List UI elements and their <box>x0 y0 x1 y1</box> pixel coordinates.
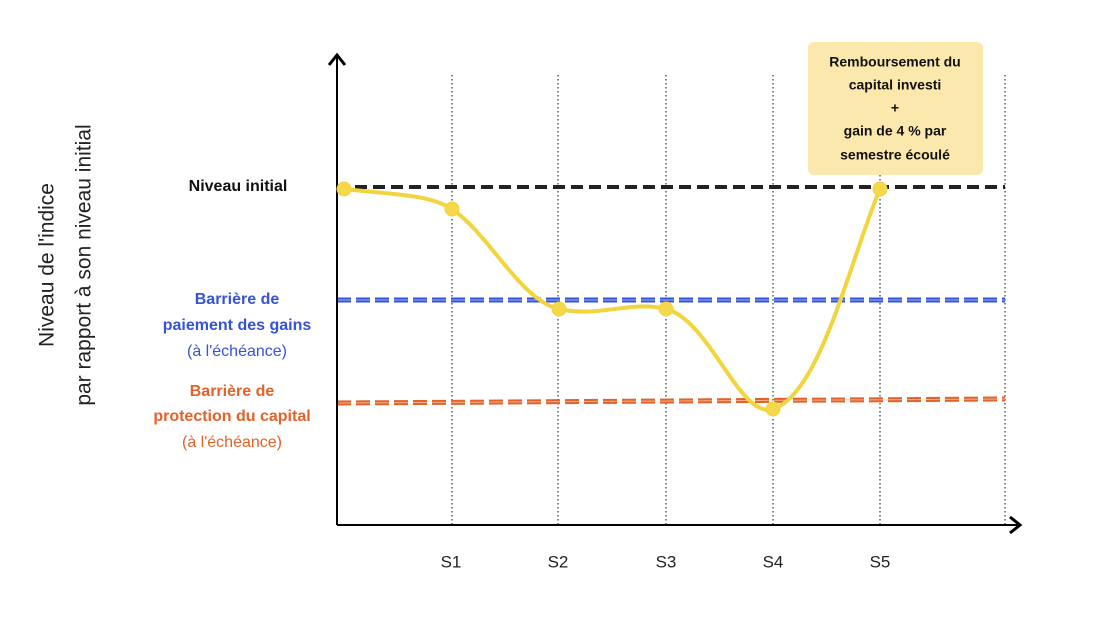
level-note: (à l'échéance) <box>187 343 287 360</box>
callout-text: Remboursement du <box>829 54 960 70</box>
callout-text: semestre écoulé <box>840 147 950 163</box>
level-label: Niveau initial <box>189 178 288 195</box>
callout-text: gain de 4 % par <box>844 123 947 139</box>
y-axis-label: par rapport à son niveau initial <box>73 124 96 405</box>
callout-box <box>808 42 983 175</box>
callout-text: capital investi <box>849 77 942 93</box>
level-label: Barrière de <box>195 291 280 308</box>
index-points <box>336 181 888 417</box>
x-label: S5 <box>870 552 891 571</box>
x-label: S4 <box>763 552 784 571</box>
level-note: (à l'échéance) <box>182 434 282 451</box>
level-label: paiement des gains <box>163 317 312 334</box>
x-label: S3 <box>656 552 677 571</box>
level-label: protection du capital <box>153 408 310 425</box>
capital-barrier-line-inner <box>336 398 1006 404</box>
x-label: S1 <box>441 552 462 571</box>
x-label: S2 <box>548 552 569 571</box>
y-axis-label: Niveau de l'indice <box>36 183 59 347</box>
callout-text: + <box>891 100 899 116</box>
level-label: Barrière de <box>190 383 275 400</box>
